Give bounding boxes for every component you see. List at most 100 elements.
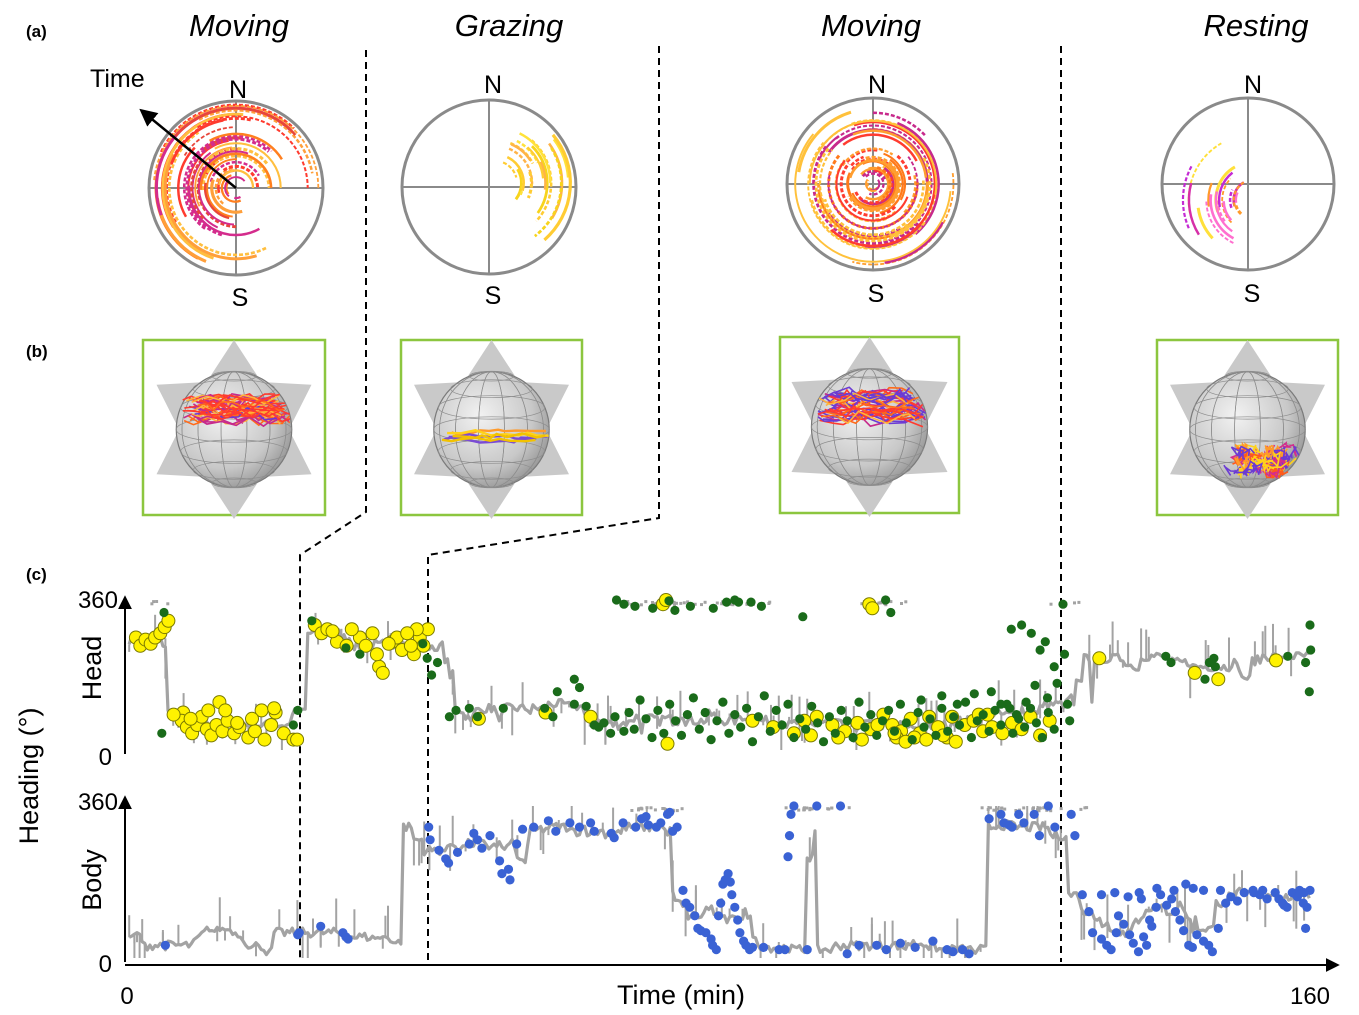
head-moving-marker	[1005, 703, 1015, 713]
polar-arc	[839, 162, 897, 218]
body-body-marker	[996, 809, 1006, 820]
sphere-parallel	[846, 475, 893, 486]
head-moving-marker	[996, 699, 1006, 709]
body-body-marker	[784, 831, 795, 841]
polar-arc	[852, 129, 928, 178]
head-moving-marker	[574, 682, 585, 693]
body-body-marker	[1077, 890, 1087, 900]
polar-arc	[890, 194, 929, 238]
body-body-marker	[872, 940, 882, 950]
body-body-marker	[1301, 923, 1311, 934]
sphere-track	[451, 428, 546, 436]
sphere-parallel	[437, 395, 546, 420]
compass-south: S	[1244, 280, 1261, 308]
heading-trace-dot	[830, 806, 834, 810]
head-moving-marker	[472, 712, 483, 722]
body-body-marker	[618, 818, 628, 828]
head-ytick-360: 360	[78, 587, 118, 614]
body-body-marker	[713, 911, 724, 921]
polar-arc	[884, 221, 944, 264]
head-grazing-marker	[276, 726, 291, 741]
polar-arc	[161, 112, 244, 260]
polar-arcs	[502, 132, 572, 242]
heading-trace-dot	[1003, 807, 1007, 811]
head-moving-marker	[629, 724, 639, 734]
head-moving-marker	[916, 695, 926, 705]
head-moving-marker	[789, 732, 799, 743]
body-body-marker	[964, 949, 974, 959]
body-body-marker	[434, 845, 444, 855]
heading-trace-dot	[630, 809, 634, 812]
polar-arc	[850, 166, 899, 210]
body-ytick-360: 360	[78, 789, 118, 816]
head-moving-marker	[1301, 657, 1311, 668]
heading-trace-dot	[808, 806, 812, 810]
sphere-track	[827, 395, 919, 409]
heading-trace-dot	[1085, 806, 1089, 810]
head-moving-marker	[569, 674, 579, 684]
body-body-marker	[984, 814, 994, 824]
head-moving-marker	[783, 699, 793, 709]
head-moving-marker	[736, 722, 746, 732]
body-body-marker	[589, 826, 599, 836]
head-grazing-marker	[218, 703, 233, 718]
polar-arc	[1222, 201, 1233, 222]
head-grazing-marker	[1092, 651, 1107, 666]
sphere-parallel	[846, 368, 893, 379]
head-moving-marker	[949, 712, 959, 722]
body-body-marker	[631, 822, 641, 832]
body-body-marker	[1128, 938, 1138, 948]
head-moving-marker	[659, 728, 669, 738]
sphere-track	[838, 410, 916, 425]
body-panel-label: Body	[77, 849, 107, 911]
heading-trace-dot	[995, 807, 998, 811]
polar-arc	[1207, 182, 1213, 207]
polar-arc	[183, 126, 235, 156]
body-body-marker	[1014, 809, 1024, 820]
body-body-marker	[551, 826, 561, 836]
head-moving-marker	[881, 595, 891, 605]
head-moving-marker	[671, 716, 681, 726]
head-moving-marker	[498, 703, 508, 713]
body-body-marker	[1139, 932, 1149, 942]
heading-trace-dot	[639, 603, 643, 607]
polar-arc	[209, 132, 283, 160]
body-body-marker	[1096, 890, 1107, 900]
polar-arc	[209, 160, 260, 183]
head-grazing-marker	[245, 711, 259, 726]
panel-label-b: (b)	[26, 342, 48, 361]
polar-arc	[860, 167, 890, 201]
heading-trace-dot	[810, 807, 814, 811]
head-moving-marker	[159, 607, 169, 618]
head-moving-marker	[648, 603, 658, 613]
head-moving-marker	[765, 726, 775, 736]
head-moving-marker	[464, 703, 474, 713]
head-moving-marker	[854, 697, 864, 707]
head-grazing-marker	[375, 665, 390, 680]
head-moving-marker	[418, 639, 428, 649]
body-body-marker	[574, 822, 585, 832]
heading-trace-dot	[1032, 806, 1035, 810]
body-body-marker	[1151, 902, 1161, 912]
body-body-marker	[854, 940, 864, 950]
body-body-marker	[1162, 900, 1172, 910]
body-body-marker	[1279, 900, 1289, 910]
head-grazing-marker	[400, 626, 415, 641]
behaviour-label-resting: Resting	[1203, 8, 1308, 43]
body-body-marker	[1106, 945, 1116, 955]
compass-south: S	[485, 282, 502, 310]
body-body-marker	[1258, 885, 1268, 896]
head-moving-marker	[742, 703, 752, 713]
heading-trace-dot	[884, 603, 888, 607]
body-body-marker	[665, 807, 675, 817]
head-moving-marker	[733, 597, 744, 607]
sphere-track	[1235, 460, 1264, 476]
head-moving-marker	[966, 732, 977, 743]
heading-trace-dot	[693, 602, 697, 606]
polar-arc	[850, 155, 865, 167]
head-moving-marker	[969, 689, 979, 699]
head-grazing-marker	[660, 736, 675, 751]
head-moving-marker	[952, 699, 962, 709]
head-moving-marker	[1021, 697, 1031, 707]
polar-plot-resting: N S	[1160, 71, 1336, 308]
